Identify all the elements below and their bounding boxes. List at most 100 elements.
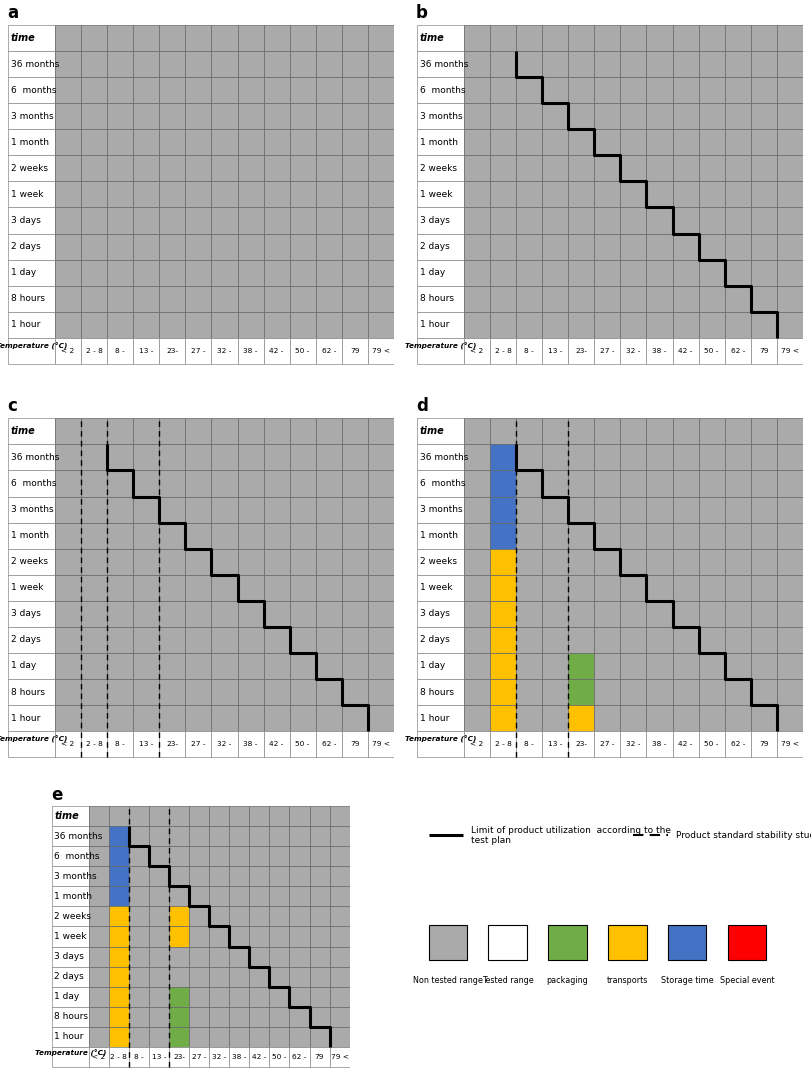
Bar	[620, 312, 646, 338]
Bar	[53, 1047, 88, 1067]
Bar	[620, 601, 646, 627]
Text: 2 - 8: 2 - 8	[110, 1054, 127, 1060]
Text: 38 -: 38 -	[232, 1054, 247, 1060]
Bar	[751, 77, 777, 103]
Bar	[133, 51, 159, 77]
Text: 1 week: 1 week	[54, 932, 87, 941]
Bar	[238, 260, 264, 286]
Bar	[341, 155, 368, 181]
Bar	[159, 470, 186, 496]
Bar	[148, 1047, 169, 1067]
Bar	[212, 103, 238, 129]
Bar	[315, 601, 341, 627]
Bar	[290, 155, 315, 181]
Bar	[329, 927, 350, 946]
Text: Product standard stability study: Product standard stability study	[676, 830, 811, 840]
Bar	[516, 444, 543, 470]
Bar	[55, 103, 81, 129]
Bar	[159, 549, 186, 575]
Bar	[725, 679, 751, 705]
Bar	[341, 260, 368, 286]
Bar	[212, 25, 238, 51]
Bar	[264, 312, 290, 338]
Bar	[569, 155, 594, 181]
Bar	[159, 181, 186, 207]
Bar	[209, 805, 230, 826]
Bar	[698, 103, 725, 129]
Bar	[751, 155, 777, 181]
Bar	[290, 887, 310, 906]
Bar	[490, 679, 516, 705]
Bar	[109, 1007, 129, 1027]
Bar	[249, 1027, 269, 1047]
Text: 6  months: 6 months	[11, 86, 56, 94]
Bar	[672, 233, 698, 260]
Bar	[159, 25, 186, 51]
Bar	[620, 25, 646, 51]
Bar	[417, 77, 464, 103]
Bar	[725, 286, 751, 312]
Bar	[725, 233, 751, 260]
Bar	[751, 207, 777, 233]
Bar	[8, 155, 55, 181]
Bar	[88, 927, 109, 946]
Bar	[341, 286, 368, 312]
Bar	[490, 181, 516, 207]
Bar	[516, 496, 543, 522]
Bar	[264, 207, 290, 233]
Bar	[329, 906, 350, 927]
Bar	[264, 51, 290, 77]
Bar	[53, 927, 88, 946]
Bar	[594, 312, 620, 338]
Bar	[464, 338, 490, 364]
Bar	[548, 925, 587, 959]
Bar	[81, 444, 107, 470]
Bar	[646, 181, 672, 207]
Bar	[290, 906, 310, 927]
Bar	[672, 207, 698, 233]
Bar	[315, 549, 341, 575]
Bar	[698, 522, 725, 549]
Bar	[329, 847, 350, 866]
Bar	[620, 207, 646, 233]
Bar	[249, 986, 269, 1007]
Bar	[620, 522, 646, 549]
Bar	[341, 129, 368, 155]
Bar	[672, 549, 698, 575]
Bar	[569, 233, 594, 260]
Bar	[264, 653, 290, 679]
Bar	[777, 286, 803, 312]
Bar	[133, 705, 159, 732]
Bar	[159, 312, 186, 338]
Bar	[490, 103, 516, 129]
Bar	[238, 732, 264, 758]
Bar	[81, 627, 107, 653]
Bar	[751, 312, 777, 338]
Bar	[751, 575, 777, 601]
Bar	[777, 653, 803, 679]
Bar	[264, 601, 290, 627]
Text: 1 month: 1 month	[11, 531, 49, 540]
Bar	[464, 286, 490, 312]
Text: < 2: < 2	[470, 348, 483, 353]
Bar	[310, 927, 329, 946]
Bar	[55, 77, 81, 103]
Bar	[249, 1007, 269, 1027]
Bar	[186, 51, 212, 77]
Bar	[290, 470, 315, 496]
Bar	[133, 312, 159, 338]
Bar	[569, 51, 594, 77]
Bar	[81, 155, 107, 181]
Bar	[751, 418, 777, 444]
Text: < 2: < 2	[92, 1054, 105, 1060]
Text: 1 hour: 1 hour	[11, 320, 40, 330]
Bar	[698, 418, 725, 444]
Text: 42 -: 42 -	[678, 348, 693, 353]
Bar	[725, 338, 751, 364]
Bar	[543, 522, 569, 549]
Bar	[777, 260, 803, 286]
Bar	[672, 496, 698, 522]
Bar	[315, 233, 341, 260]
Bar	[107, 732, 133, 758]
Bar	[264, 470, 290, 496]
